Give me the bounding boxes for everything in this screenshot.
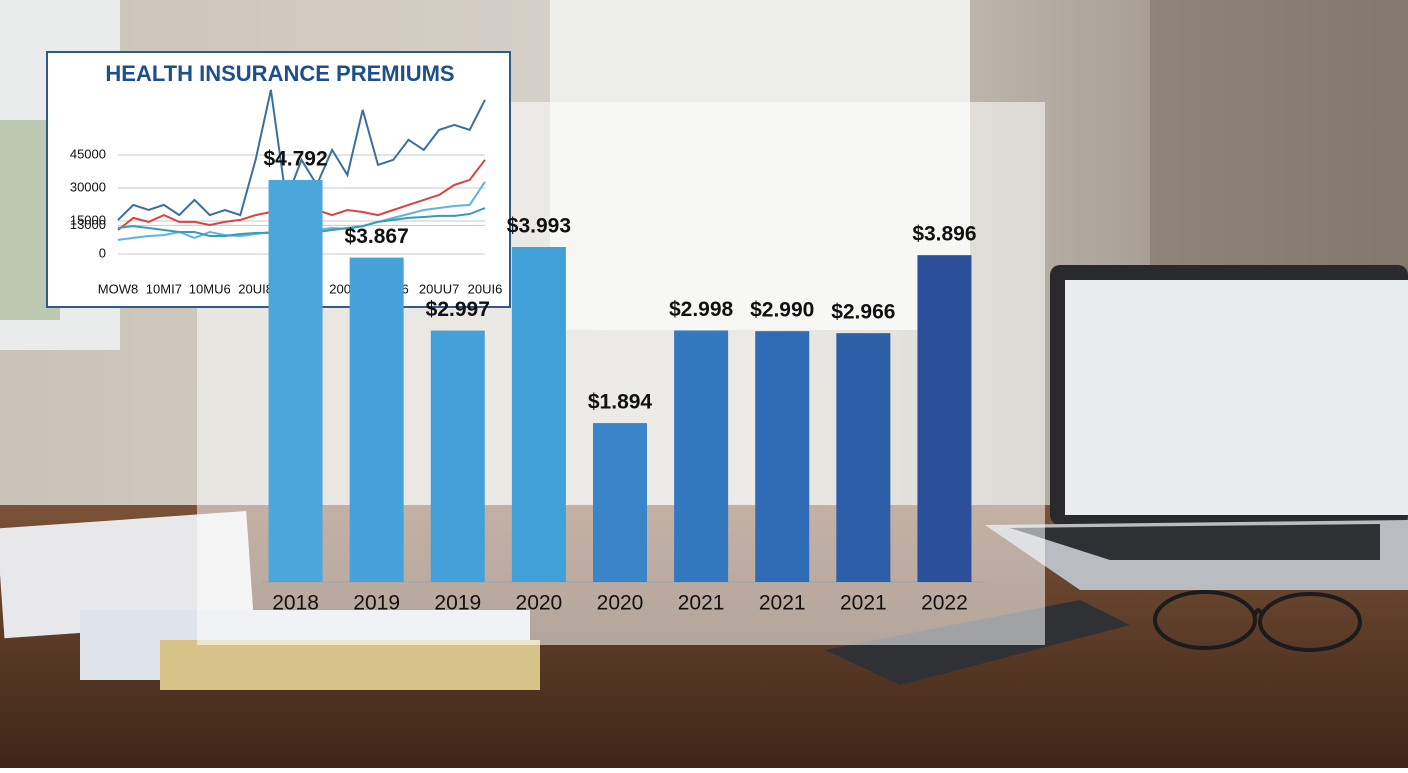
value-label: $3.993	[507, 215, 571, 238]
value-label: $2.990	[750, 299, 814, 322]
folder	[160, 640, 540, 690]
bar	[511, 247, 566, 583]
chart-title: HEALTH INSURANCE PREMIUMS	[105, 61, 454, 86]
magazine	[0, 511, 254, 639]
y-tick-label: 30000	[70, 179, 106, 194]
x-tick-label: 2019	[353, 592, 400, 615]
bridge	[1253, 608, 1264, 616]
y-tick-label: 15000	[70, 212, 106, 227]
x-tick-label: 2020	[516, 592, 563, 615]
bar	[349, 257, 404, 582]
x-tick-label: 20UI6	[468, 281, 503, 296]
value-label: $4.792	[263, 148, 327, 171]
lens	[1153, 590, 1257, 650]
x-tick-label: 2020	[597, 592, 644, 615]
bar	[268, 180, 323, 582]
bar	[430, 330, 485, 582]
line-series	[117, 89, 486, 221]
keyboard	[1010, 524, 1380, 560]
bar	[593, 423, 647, 582]
x-tick-label: 2021	[759, 592, 806, 615]
y-tick-label: 45000	[70, 146, 106, 161]
x-tick-label: 20UU7	[419, 281, 459, 296]
value-label: $2.966	[831, 301, 895, 324]
y-tick-label: 0	[99, 245, 106, 260]
value-label: $3.867	[345, 225, 409, 248]
value-label: $2.997	[426, 298, 490, 321]
x-tick-label: 2021	[840, 592, 887, 615]
value-label: $3.896	[912, 223, 976, 246]
bar	[836, 333, 891, 582]
y-tick-label: 13000	[70, 217, 106, 232]
lens	[1258, 592, 1362, 652]
bar	[755, 331, 810, 582]
x-tick-label: 20UI8	[238, 281, 273, 296]
x-tick-label: MOW8	[98, 281, 138, 296]
laptop-screen	[1065, 280, 1408, 515]
x-tick-label: 2021	[678, 592, 725, 615]
x-tick-label: 10MI7	[146, 281, 182, 296]
x-tick-label: 2019	[434, 592, 481, 615]
x-tick-label: 2022	[921, 592, 968, 615]
bar	[917, 255, 972, 582]
value-label: $1.894	[588, 391, 653, 414]
bar-chart: $4.792 2018 $3.867 2019 $2.997 2019 $3.993 2020…	[262, 148, 985, 615]
value-label: $2.998	[669, 298, 734, 321]
x-tick-label: 2018	[272, 592, 319, 615]
glasses	[1153, 590, 1362, 652]
x-tick-label: 10MU6	[189, 281, 231, 296]
bar	[674, 330, 729, 582]
laptop	[985, 265, 1408, 590]
